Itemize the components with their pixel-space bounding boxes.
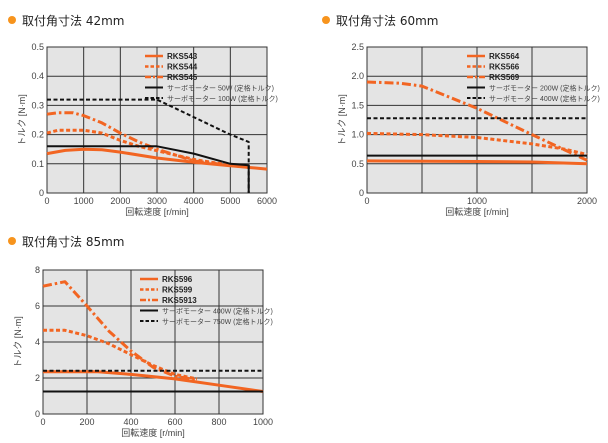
series-line-rks545 <box>46 111 249 169</box>
x-tick-label: 6000 <box>257 196 277 206</box>
y-tick-label: 2.0 <box>351 71 364 81</box>
plot-border <box>42 269 264 415</box>
legend-label: RKS544 <box>167 63 198 72</box>
y-tick-label: 2 <box>35 373 40 383</box>
plot-border <box>366 46 588 194</box>
x-tick-label: 800 <box>211 417 226 427</box>
series-line-サーボモーター <box>47 145 250 193</box>
x-tick-label: 200 <box>79 417 94 427</box>
series-line-rks544 <box>46 128 249 169</box>
y-axis-label: トルク [N·m] <box>13 316 23 368</box>
series-line-rks564 <box>366 159 588 166</box>
x-axis-label: 回転速度 [r/min] <box>121 427 185 438</box>
bullet-icon <box>8 16 16 24</box>
x-tick-label: 1000 <box>74 196 94 206</box>
chart-0: 0 1000 2000 3000 4000 5000 6000 0 0.1 0.2 0.3 0.4 0.… <box>17 42 278 217</box>
x-tick-label: 0 <box>364 196 369 206</box>
y-tick-label: 0.1 <box>31 159 44 169</box>
y-tick-label: 0.3 <box>31 100 44 110</box>
legend-label: RKS599 <box>162 286 193 295</box>
y-tick-label: 6 <box>35 301 40 311</box>
x-axis-label: 回転速度 [r/min] <box>445 206 509 217</box>
title-text: 取付角寸法 60mm <box>336 14 439 28</box>
bullet-icon <box>322 16 330 24</box>
legend-label: サーボモーター 400W (定格トルク) <box>162 307 273 316</box>
y-tick-label: 2.5 <box>351 42 364 52</box>
legend-label: RKS596 <box>162 275 193 284</box>
legend-label: RKS569 <box>489 73 520 82</box>
legend-label: サーボモーター 400W (定格トルク) <box>489 94 600 103</box>
x-tick-label: 5000 <box>220 196 240 206</box>
y-tick-label: 0 <box>39 188 44 198</box>
chart-title-42mm: 取付角寸法 42mm <box>8 12 124 29</box>
y-tick-label: 0 <box>359 188 364 198</box>
y-axis-label: トルク [N·m] <box>17 94 27 146</box>
x-tick-label: 2000 <box>110 196 130 206</box>
bullet-icon <box>8 237 16 245</box>
chart-2: 0 200 400 600 800 1000 0 2 4 6 8 回転速度 [r/min] トルク [N… <box>13 265 273 438</box>
series-line-rks5913 <box>42 280 198 382</box>
chart-title-85mm: 取付角寸法 85mm <box>8 233 124 250</box>
x-tick-label: 1000 <box>467 196 487 206</box>
x-tick-label: 0 <box>40 417 45 427</box>
legend-label: RKS564 <box>489 52 520 61</box>
x-tick-label: 4000 <box>184 196 204 206</box>
title-text: 取付角寸法 42mm <box>22 14 125 28</box>
y-tick-label: 4 <box>35 337 40 347</box>
legend-label: RKS566 <box>489 63 520 72</box>
x-tick-label: 0 <box>44 196 49 206</box>
y-tick-label: 0.5 <box>31 42 44 52</box>
y-tick-label: 1.5 <box>351 100 364 110</box>
y-tick-label: 8 <box>35 265 40 275</box>
y-axis-label: トルク [N·m] <box>337 94 347 146</box>
y-tick-label: 0 <box>35 409 40 419</box>
plot-border <box>46 46 268 194</box>
chart-title-60mm: 取付角寸法 60mm <box>322 12 438 29</box>
legend-label: サーボモーター 200W (定格トルク) <box>489 84 600 93</box>
legend-label: サーボモーター 50W (定格トルク) <box>167 84 274 93</box>
y-tick-label: 0.4 <box>31 71 44 81</box>
x-tick-label: 400 <box>123 417 138 427</box>
y-tick-label: 1.0 <box>351 130 364 140</box>
x-tick-label: 1000 <box>253 417 273 427</box>
series-line-rks599 <box>43 328 198 381</box>
series-line-サーボモーター <box>47 98 250 193</box>
x-tick-label: 3000 <box>147 196 167 206</box>
legend-label: RKS5913 <box>162 296 197 305</box>
title-text: 取付角寸法 85mm <box>22 235 125 249</box>
legend-label: RKS543 <box>167 52 198 61</box>
x-tick-label: 2000 <box>577 196 597 206</box>
legend-label: サーボモーター 750W (定格トルク) <box>162 317 273 326</box>
chart-1: 0 1000 2000 0 0.5 1.0 1.5 2.0 2.5 回転速度 [r/min] トルク… <box>337 42 600 217</box>
y-tick-label: 0.5 <box>351 159 364 169</box>
legend-label: RKS545 <box>167 73 198 82</box>
y-tick-label: 0.2 <box>31 130 44 140</box>
x-axis-label: 回転速度 [r/min] <box>125 206 189 217</box>
legend-label: サーボモーター 100W (定格トルク) <box>167 94 278 103</box>
x-tick-label: 600 <box>167 417 182 427</box>
